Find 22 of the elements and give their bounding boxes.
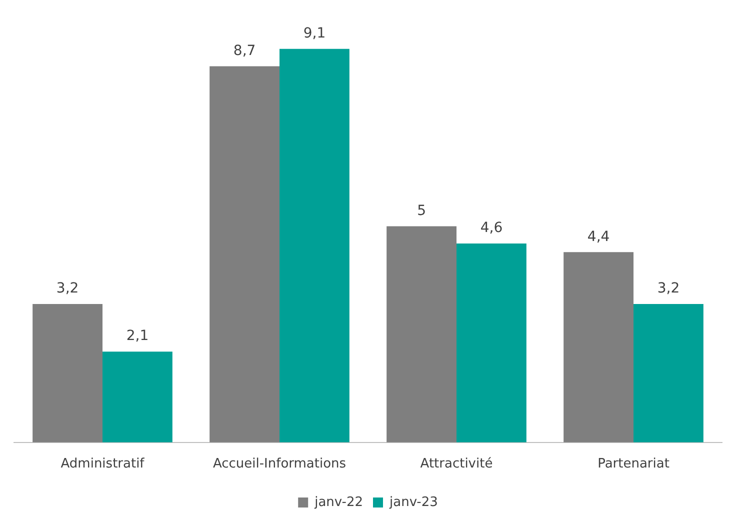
bar [386, 226, 456, 442]
data-label: 3,2 [56, 280, 79, 297]
bar [32, 304, 102, 442]
data-label: 8,7 [233, 42, 256, 59]
data-label: 2,1 [126, 328, 149, 344]
data-label: 3,2 [657, 280, 680, 297]
data-label: 4,6 [480, 220, 503, 236]
bar [634, 304, 704, 442]
x-tick-label: Attractivité [420, 456, 493, 472]
x-tick-label: Partenariat [598, 456, 670, 472]
bar [280, 48, 350, 442]
bar [456, 243, 526, 442]
bar [564, 252, 634, 442]
data-label: 9,1 [303, 26, 326, 42]
legend-label: janv-22 [314, 494, 364, 510]
x-tick-label: Accueil-Informations [212, 456, 346, 472]
x-tick-label: Administratif [60, 456, 145, 472]
bar [102, 352, 172, 442]
bar [210, 66, 280, 442]
data-label: 5 [417, 202, 426, 219]
legend-label: janv-23 [388, 494, 438, 510]
data-label: 4,4 [587, 228, 610, 245]
